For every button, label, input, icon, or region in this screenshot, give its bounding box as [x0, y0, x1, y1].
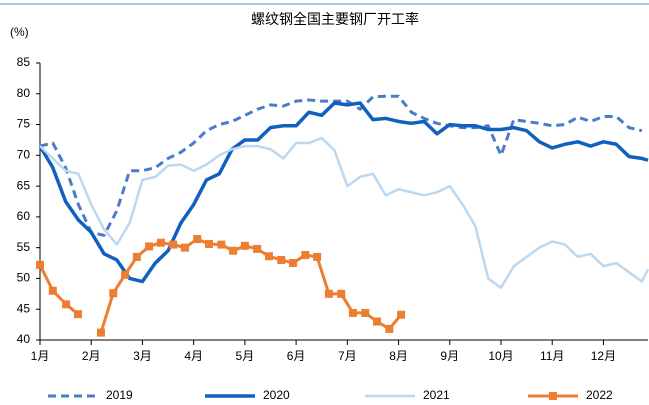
point-marker — [217, 240, 226, 249]
series-line — [38, 237, 403, 334]
y-axis-label: (%) — [10, 25, 29, 39]
x-tick-label: 4月 — [184, 349, 203, 363]
x-tick-label: 1月 — [31, 349, 50, 363]
point-marker — [48, 286, 57, 295]
point-marker — [301, 251, 310, 260]
x-tick-label: 5月 — [236, 349, 255, 363]
y-tick-label: 75 — [17, 117, 31, 131]
x-tick-label: 7月 — [338, 349, 357, 363]
point-marker — [96, 328, 105, 337]
point-marker — [36, 260, 44, 269]
chart-title: 螺纹钢全国主要钢厂开工率 — [251, 11, 419, 28]
y-tick-label: 60 — [17, 209, 31, 223]
x-tick-label: 3月 — [133, 349, 152, 363]
y-tick-label: 65 — [17, 178, 31, 192]
point-marker — [169, 240, 178, 249]
point-marker — [264, 252, 273, 261]
y-tick-label: 40 — [17, 332, 31, 346]
point-marker — [373, 317, 382, 326]
x-tick-label: 8月 — [389, 349, 408, 363]
legend-label: 2022 — [586, 388, 613, 402]
x-tick-label: 10月 — [488, 349, 513, 363]
point-marker — [156, 238, 165, 247]
point-marker — [253, 244, 262, 253]
point-marker — [324, 289, 333, 298]
legend-label: 2019 — [106, 388, 133, 402]
point-marker — [277, 255, 286, 264]
point-marker — [193, 235, 202, 244]
legend-label: 2020 — [263, 388, 290, 402]
series-line — [38, 101, 649, 284]
y-tick-label: 55 — [17, 240, 31, 254]
point-marker — [289, 259, 298, 268]
point-marker — [62, 300, 71, 309]
point-marker — [361, 308, 370, 317]
point-marker — [348, 308, 357, 317]
x-tick-label: 11月 — [540, 349, 564, 363]
legend-label: 2021 — [423, 388, 450, 402]
point-marker — [145, 242, 154, 251]
x-tick-label: 9月 — [440, 349, 459, 363]
point-marker — [132, 252, 141, 261]
y-tick-label: 85 — [17, 55, 31, 69]
series-line — [39, 136, 649, 289]
point-marker — [180, 243, 189, 252]
point-marker — [397, 310, 406, 319]
point-marker — [229, 246, 238, 255]
x-tick-label: 2月 — [82, 349, 101, 363]
x-tick-label: 6月 — [287, 349, 306, 363]
y-tick-label: 50 — [17, 271, 31, 285]
point-marker — [109, 289, 118, 298]
point-marker — [205, 239, 214, 248]
point-marker — [73, 310, 82, 319]
point-marker — [313, 252, 322, 261]
point-marker — [240, 241, 249, 250]
point-marker — [385, 324, 394, 333]
y-tick-label: 80 — [17, 86, 31, 100]
x-tick-label: 12月 — [591, 349, 616, 363]
point-marker — [337, 289, 346, 298]
legend-marker — [549, 392, 557, 400]
point-marker — [121, 270, 130, 279]
y-tick-label: 70 — [17, 148, 31, 162]
y-tick-label: 45 — [17, 301, 31, 315]
series-line — [39, 94, 643, 237]
